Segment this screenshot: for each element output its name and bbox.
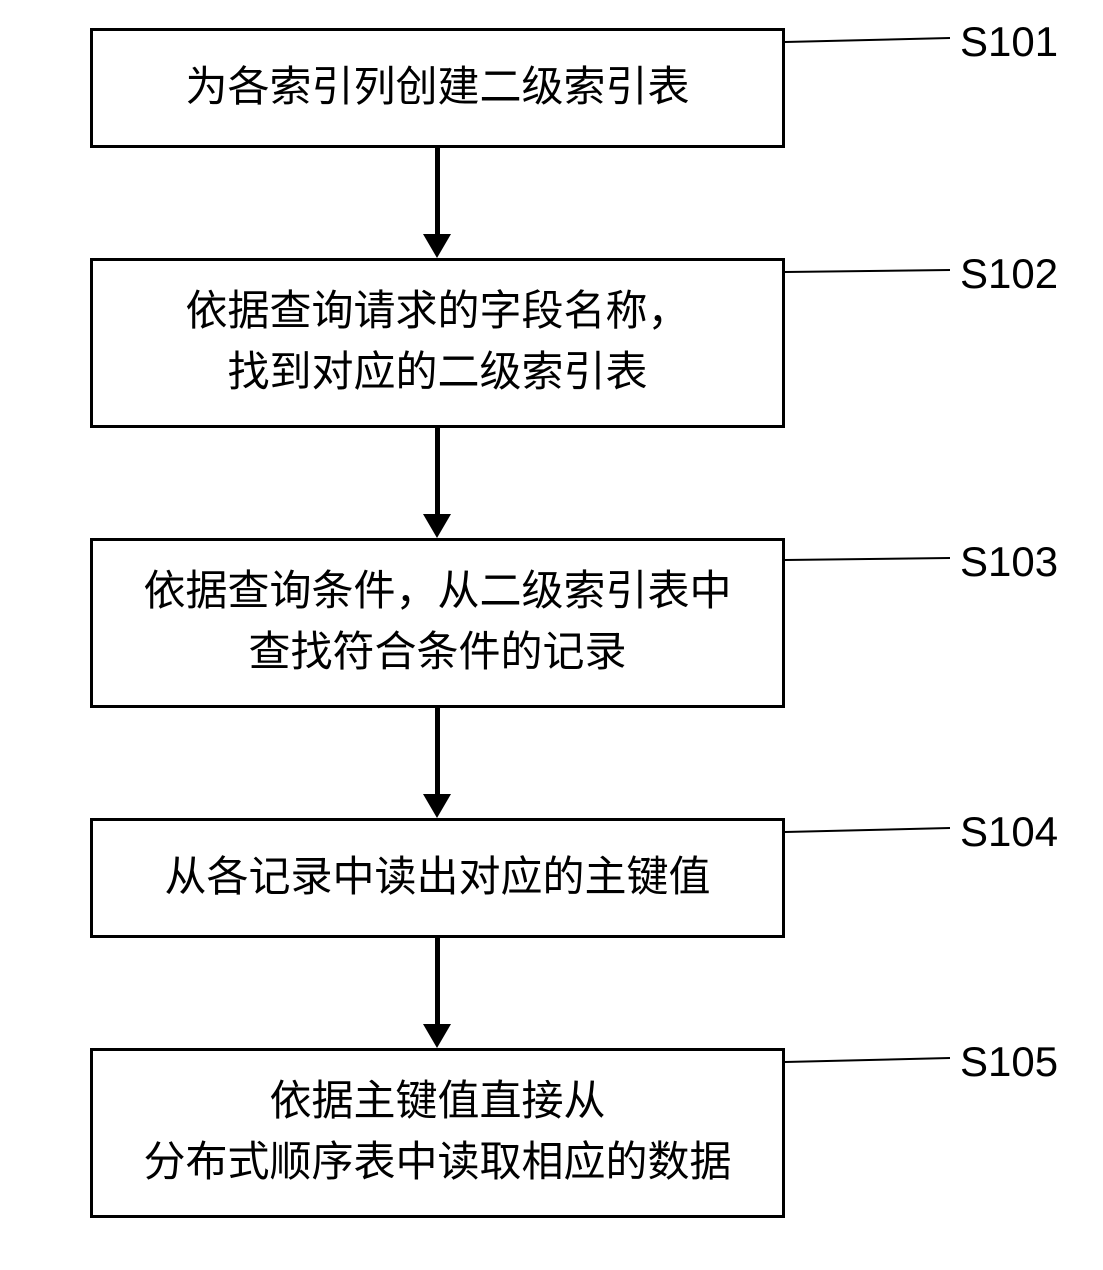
- flowchart-node-s105: 依据主键值直接从 分布式顺序表中读取相应的数据: [90, 1048, 785, 1218]
- node-label-s104: S104: [960, 808, 1058, 856]
- edge-line: [435, 148, 440, 234]
- node-text: 从各记录中读出对应的主键值: [164, 848, 710, 909]
- node-text: 为各索引列创建二级索引表: [185, 58, 689, 119]
- arrow-down-icon: [423, 234, 451, 258]
- node-label-s105: S105: [960, 1038, 1058, 1086]
- flowchart-container: 为各索引列创建二级索引表 S101 依据查询请求的字段名称， 找到对应的二级索引…: [0, 0, 1103, 1270]
- arrow-down-icon: [423, 794, 451, 818]
- edge-line: [435, 938, 440, 1024]
- node-label-s103: S103: [960, 538, 1058, 586]
- node-label-s101: S101: [960, 18, 1058, 66]
- arrow-down-icon: [423, 1024, 451, 1048]
- node-text: 依据查询请求的字段名称， 找到对应的二级索引表: [185, 282, 689, 404]
- flowchart-node-s101: 为各索引列创建二级索引表: [90, 28, 785, 148]
- edge-line: [435, 428, 440, 514]
- node-text: 依据查询条件，从二级索引表中 查找符合条件的记录: [143, 562, 731, 684]
- flowchart-node-s103: 依据查询条件，从二级索引表中 查找符合条件的记录: [90, 538, 785, 708]
- arrow-down-icon: [423, 514, 451, 538]
- flowchart-node-s104: 从各记录中读出对应的主键值: [90, 818, 785, 938]
- edge-line: [435, 708, 440, 794]
- flowchart-node-s102: 依据查询请求的字段名称， 找到对应的二级索引表: [90, 258, 785, 428]
- node-label-s102: S102: [960, 250, 1058, 298]
- node-text: 依据主键值直接从 分布式顺序表中读取相应的数据: [143, 1072, 731, 1194]
